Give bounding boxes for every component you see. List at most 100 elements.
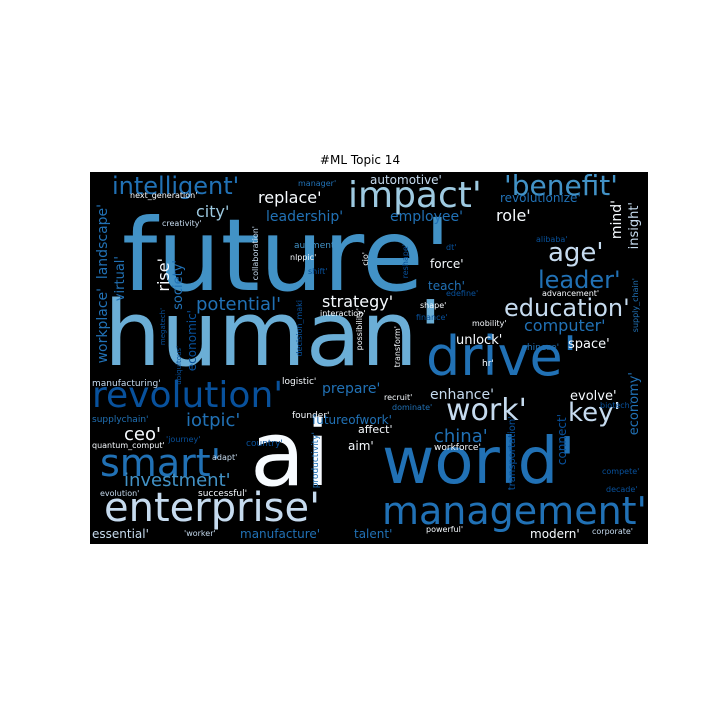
- word: society': [171, 260, 186, 310]
- word: iotpic': [186, 410, 241, 431]
- word: leader': [538, 266, 621, 294]
- word: space': [568, 337, 610, 352]
- figure-title: #ML Topic 14: [319, 153, 401, 167]
- word: economic': [185, 310, 199, 372]
- word: employee': [390, 209, 463, 225]
- word: logistic': [282, 377, 317, 387]
- word: drive': [426, 325, 578, 388]
- word: investment': [124, 470, 231, 491]
- word: replace': [258, 188, 322, 207]
- word: nlppic': [290, 253, 317, 262]
- word: rise': [154, 258, 173, 292]
- word: megatech': [159, 308, 167, 346]
- word: country': [246, 439, 283, 449]
- word: work': [446, 393, 527, 428]
- word: future': [122, 197, 452, 314]
- word: adapt': [212, 453, 238, 462]
- word: unlock': [456, 333, 503, 348]
- word: force': [430, 257, 464, 271]
- word: automotive': [370, 173, 442, 187]
- word: revolution': [92, 375, 284, 416]
- word: insight': [627, 202, 642, 250]
- word: 'benefit': [504, 172, 618, 202]
- word: teach': [428, 279, 465, 293]
- word: affect': [358, 423, 393, 436]
- word: finance': [416, 313, 448, 322]
- word: augment': [294, 241, 337, 251]
- word: transform': [393, 326, 402, 368]
- word: ubiquitous': [175, 346, 183, 385]
- word: connect': [555, 414, 569, 466]
- word: essential': [92, 527, 149, 541]
- word: virtual': [113, 256, 128, 302]
- word: aim': [348, 439, 374, 453]
- word: talent': [354, 527, 393, 541]
- word: mind': [609, 200, 625, 240]
- word: compete': [602, 467, 640, 476]
- word: manufacture': [240, 527, 321, 541]
- word: intelligent': [112, 172, 240, 200]
- word: smart': [100, 441, 222, 485]
- word: modern': [530, 527, 580, 541]
- word: hr': [482, 359, 494, 369]
- word: mobility': [472, 319, 507, 328]
- word: quantum_comput': [92, 441, 165, 450]
- word: chinese': [522, 343, 560, 353]
- word: cio': [361, 252, 370, 266]
- word: recruit': [384, 393, 413, 402]
- word: workplace': [95, 288, 111, 364]
- word: impact': [348, 175, 482, 216]
- word: revolutionize': [500, 191, 581, 205]
- word: world': [382, 425, 576, 499]
- word: education': [504, 294, 630, 322]
- word: alibaba': [536, 235, 568, 244]
- word: ceo': [124, 424, 161, 445]
- word: dominate': [392, 403, 433, 412]
- word: interaction': [320, 309, 366, 318]
- word: key': [568, 398, 621, 428]
- word: 'worker': [184, 529, 216, 538]
- word: strategy': [322, 292, 394, 311]
- word: china': [434, 426, 488, 447]
- word: manager': [298, 179, 337, 188]
- word: human': [104, 282, 443, 387]
- word: city': [196, 202, 230, 221]
- word: creativity': [162, 219, 202, 228]
- word: age': [548, 238, 604, 268]
- word: productivity': [311, 432, 321, 489]
- word: corporate': [592, 527, 634, 536]
- word: transportation': [507, 416, 518, 491]
- word: successful': [198, 489, 248, 499]
- word: computer': [524, 316, 606, 335]
- word: 'journey': [166, 435, 201, 444]
- word: next_generation': [130, 191, 198, 200]
- word: decision_maki: [295, 300, 304, 357]
- word: manufacturing': [92, 379, 161, 389]
- word: evolution': [100, 489, 140, 498]
- word: management': [382, 489, 647, 533]
- word: dt': [446, 243, 457, 252]
- word: enhance': [430, 387, 494, 403]
- word: role': [496, 206, 531, 225]
- word: supplychain': [92, 415, 149, 425]
- word: reshape': [401, 244, 410, 279]
- word: futureofwork': [312, 413, 392, 427]
- word-cloud: future' human' ai world' drive' enterpri…: [90, 172, 648, 544]
- word: founder': [292, 411, 330, 421]
- word: landscape': [95, 204, 111, 280]
- word: powerful': [426, 525, 464, 534]
- word: potential': [196, 294, 282, 315]
- word: biotech': [600, 401, 632, 410]
- word: prepare': [322, 381, 381, 397]
- word: ai: [250, 402, 331, 507]
- word: edefine': [446, 289, 479, 298]
- word: advancement': [542, 289, 600, 298]
- word: evolve': [570, 389, 617, 404]
- word: leadership': [266, 209, 344, 225]
- word: enterprise': [104, 485, 321, 531]
- word: decade': [606, 485, 638, 494]
- word: supply_chain': [631, 278, 640, 333]
- word: workforce': [434, 443, 481, 453]
- word: shift': [308, 267, 328, 276]
- word: collaboration': [251, 226, 260, 281]
